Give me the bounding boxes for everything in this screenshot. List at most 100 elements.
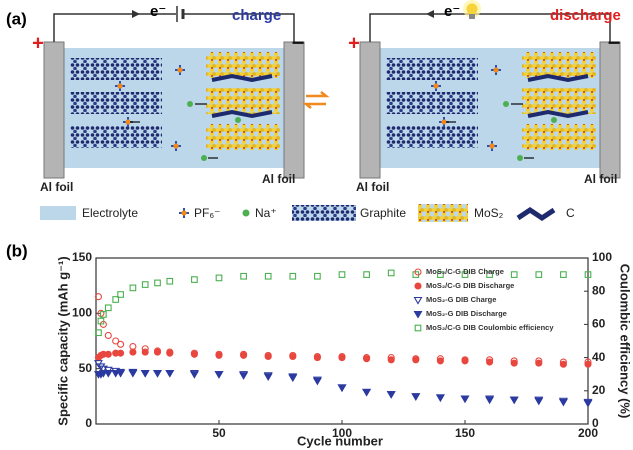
data-point (142, 371, 149, 377)
data-point (437, 395, 444, 401)
data-point (412, 394, 419, 400)
data-point (118, 341, 124, 347)
x-tick-label: 150 (455, 426, 475, 440)
data-point (290, 273, 296, 279)
legend-entry: MoS₂-G DIB Discharge (426, 309, 507, 318)
discharge-cell (360, 14, 620, 178)
data-point (535, 398, 542, 404)
data-point (415, 325, 421, 331)
electron-label: e⁻ (150, 3, 166, 20)
data-point (585, 400, 592, 406)
data-point (536, 360, 542, 366)
data-point (536, 272, 542, 278)
battery-symbol (176, 6, 184, 22)
data-point (289, 375, 296, 381)
data-point (315, 273, 321, 279)
data-point (216, 275, 222, 281)
data-point (415, 312, 422, 318)
data-point (314, 355, 320, 361)
data-point (240, 373, 247, 379)
y-axis-label: Specific capacity (mAh g⁻¹) (55, 256, 70, 425)
electron-arrow (132, 10, 140, 18)
data-point (265, 353, 271, 359)
data-point (191, 372, 198, 378)
al-foil-label: Al foil (356, 180, 389, 194)
data-point (192, 277, 198, 283)
electron-arrow (426, 10, 434, 18)
data-point (105, 332, 111, 338)
data-point (241, 352, 247, 358)
data-point (129, 371, 136, 377)
legend-entry: C (566, 206, 575, 220)
legend-entry: MoS₂-G DIB Charge (426, 295, 496, 304)
data-point (511, 360, 517, 366)
data-point (511, 397, 518, 403)
data-point (388, 270, 394, 276)
data-point (561, 272, 567, 278)
data-point (154, 371, 161, 377)
y-tick-label: 0 (85, 416, 92, 430)
negative-sign: − (608, 30, 621, 55)
data-point (191, 351, 197, 357)
charge-cell (44, 14, 304, 178)
data-point (167, 350, 173, 356)
y-tick-label: 50 (79, 361, 93, 375)
data-point (167, 278, 173, 284)
data-point (363, 389, 370, 395)
legend-entry: MoS₂/C-G DIB Discharge (426, 281, 514, 290)
data-point (388, 392, 395, 398)
data-point (486, 397, 493, 403)
schematic-legend: Electrolyte PF₆⁻ Na⁺ Graphite MoS₂ C (40, 204, 575, 222)
legend-entry: MoS₂/C-G DIB Charge (426, 267, 504, 276)
al-foil-label: Al foil (584, 172, 617, 186)
data-point (585, 361, 591, 367)
x-tick-label: 50 (212, 426, 226, 440)
y-tick-label: 150 (72, 250, 92, 264)
positive-sign: + (348, 32, 360, 54)
data-point (487, 359, 493, 365)
legend-entry: Electrolyte (82, 206, 138, 220)
legend-entry: Na⁺ (255, 206, 277, 220)
data-point (364, 356, 370, 362)
y2-tick-label: 80 (592, 283, 606, 297)
y-tick-label: 100 (72, 306, 92, 320)
y2-axis-label: Coulombic efficiency (%) (618, 264, 633, 419)
data-point (155, 280, 161, 286)
data-point (560, 361, 566, 367)
electron-label: e⁻ (444, 3, 460, 20)
positive-sign: + (32, 32, 44, 54)
equilibrium-arrows (306, 92, 326, 108)
data-point (415, 283, 421, 289)
data-point (314, 378, 321, 384)
data-point (265, 374, 272, 380)
al-foil-label: Al foil (40, 180, 73, 194)
data-point (118, 350, 124, 356)
al-foil-label: Al foil (262, 172, 295, 186)
data-point (106, 305, 112, 311)
data-point (105, 351, 111, 357)
legend-entry: MoS₂ (474, 206, 504, 220)
data-point (339, 385, 346, 391)
y2-tick-label: 60 (592, 317, 606, 331)
data-point (364, 272, 370, 278)
y2-tick-label: 20 (592, 383, 606, 397)
legend-entry: MoS₂/C-G DIB Coulombic efficiency (426, 323, 554, 332)
data-point (142, 349, 148, 355)
data-point (415, 298, 422, 304)
data-point (339, 355, 345, 361)
data-point (560, 399, 567, 405)
negative-sign: − (292, 30, 305, 55)
data-point (388, 357, 394, 363)
data-point (437, 358, 443, 364)
data-point (339, 272, 345, 278)
mode-label: charge (232, 7, 281, 24)
data-point (413, 357, 419, 363)
data-point (216, 352, 222, 358)
data-point (216, 372, 223, 378)
data-point (166, 371, 173, 377)
page: (a) e⁻ charge + − e⁻ discharge + − Al fo… (0, 0, 633, 450)
data-point (142, 282, 148, 288)
data-point (155, 349, 161, 355)
y2-tick-label: 0 (592, 416, 599, 430)
data-point (241, 273, 247, 279)
